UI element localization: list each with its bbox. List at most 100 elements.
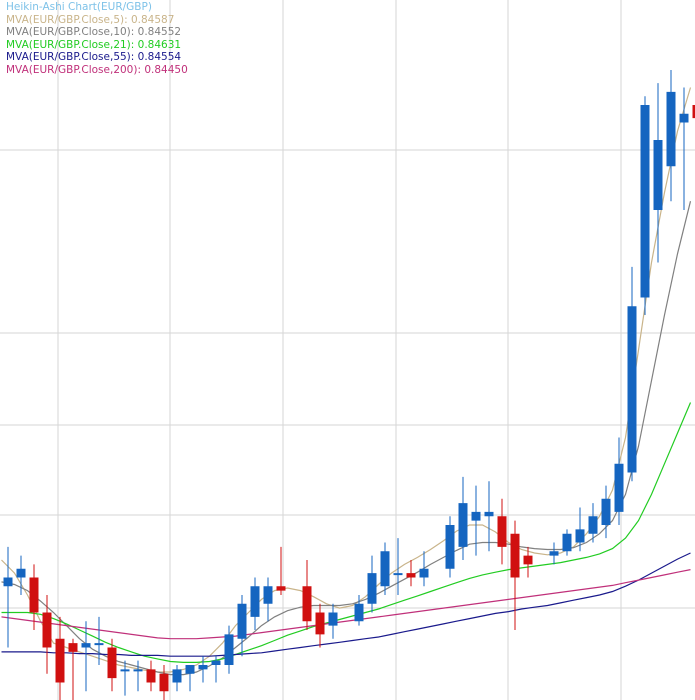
candle-42 bbox=[549, 542, 559, 565]
candle-body-bullish bbox=[627, 306, 637, 473]
candle-5 bbox=[68, 638, 78, 700]
candle-32 bbox=[419, 551, 429, 587]
candle-20 bbox=[263, 577, 273, 622]
candle-4 bbox=[55, 616, 65, 700]
candle-1 bbox=[16, 555, 26, 595]
candle-body-bullish bbox=[445, 525, 455, 569]
candle-45 bbox=[588, 503, 598, 543]
candle-body-bullish bbox=[471, 511, 481, 521]
candle-body-bullish bbox=[3, 577, 13, 587]
candle-30 bbox=[393, 538, 403, 595]
legend-mva-55: MVA(EUR/GBP.Close,55): 0.84554 bbox=[6, 51, 182, 63]
candle-body-bullish bbox=[549, 551, 559, 556]
candle-body-bullish bbox=[419, 568, 429, 578]
mva-line-5 bbox=[1, 87, 692, 673]
candle-body-bullish bbox=[198, 665, 208, 670]
candle-body-bullish bbox=[614, 463, 624, 512]
candle-body-bearish bbox=[276, 586, 286, 591]
candle-body-bullish bbox=[328, 612, 338, 626]
candle-2 bbox=[29, 564, 39, 630]
candle-34 bbox=[445, 516, 455, 578]
candle-body-bearish bbox=[55, 638, 65, 683]
candle-body-bullish bbox=[653, 140, 663, 210]
candle-15 bbox=[198, 656, 208, 683]
candle-body-bullish bbox=[679, 113, 689, 123]
candle-body-bearish bbox=[146, 669, 156, 683]
candle-50 bbox=[653, 83, 663, 263]
candle-25 bbox=[328, 603, 338, 639]
candle-body-bullish bbox=[601, 498, 611, 525]
candle-35 bbox=[458, 476, 468, 560]
candle-body-bullish bbox=[263, 586, 273, 604]
candle-body-bullish bbox=[94, 643, 104, 646]
mva-line-10 bbox=[1, 201, 692, 676]
candle-body-bullish bbox=[666, 91, 676, 167]
candle-body-bullish bbox=[588, 516, 598, 534]
candle-body-bullish bbox=[133, 669, 143, 672]
candle-46 bbox=[601, 485, 611, 539]
candle-0 bbox=[3, 546, 13, 648]
candle-6 bbox=[81, 621, 91, 692]
candle-38 bbox=[497, 498, 507, 565]
candle-39 bbox=[510, 520, 520, 630]
candle-body-bullish bbox=[120, 669, 130, 672]
candle-48 bbox=[627, 266, 637, 482]
candle-body-bearish bbox=[523, 555, 533, 565]
candle-body-bullish bbox=[367, 573, 377, 604]
candles bbox=[3, 70, 695, 700]
candle-16 bbox=[211, 656, 221, 683]
candle-body-bullish bbox=[81, 643, 91, 648]
candle-44 bbox=[575, 507, 585, 552]
candle-27 bbox=[354, 595, 364, 626]
candle-8 bbox=[107, 638, 117, 692]
candle-body-bearish bbox=[510, 533, 520, 578]
candle-10 bbox=[133, 660, 143, 692]
candle-body-bullish bbox=[16, 568, 26, 578]
candle-body-bullish bbox=[484, 511, 494, 517]
candle-14 bbox=[185, 665, 195, 692]
candle-23 bbox=[302, 560, 312, 630]
candle-body-bearish bbox=[42, 612, 52, 648]
candle-51 bbox=[666, 70, 676, 202]
candle-29 bbox=[380, 542, 390, 595]
candle-11 bbox=[146, 660, 156, 692]
candle-body-bearish bbox=[302, 586, 312, 622]
candle-body-bearish bbox=[107, 647, 117, 679]
candle-body-bullish bbox=[393, 573, 403, 576]
candle-body-bullish bbox=[380, 551, 390, 587]
legend-mva-5: MVA(EUR/GBP.Close,5): 0.84587 bbox=[6, 13, 175, 26]
candle-body-bullish bbox=[575, 529, 585, 543]
candle-body-bearish bbox=[315, 612, 325, 635]
mva-line-21 bbox=[1, 402, 692, 664]
candle-body-bullish bbox=[172, 669, 182, 683]
candle-body-bullish bbox=[640, 105, 650, 298]
candle-19 bbox=[250, 577, 260, 630]
candle-body-bullish bbox=[458, 503, 468, 547]
moving-average-lines bbox=[1, 87, 692, 676]
candle-28 bbox=[367, 555, 377, 613]
candle-52 bbox=[679, 87, 689, 210]
candle-37 bbox=[484, 481, 494, 552]
legend-mva-21: MVA(EUR/GBP.Close,21): 0.84631 bbox=[6, 38, 182, 51]
candle-9 bbox=[120, 660, 130, 696]
candle-47 bbox=[614, 437, 624, 525]
candle-body-bullish bbox=[562, 533, 572, 552]
candle-12 bbox=[159, 665, 169, 700]
legend-mva-200: MVA(EUR/GBP.Close,200): 0.84450 bbox=[6, 63, 188, 76]
mva-line-200 bbox=[1, 569, 691, 640]
candle-53 bbox=[692, 105, 695, 119]
candle-40 bbox=[523, 546, 533, 578]
chart-legend: Heikin-Ashi Chart(EUR/GBP) MVA(EUR/GBP.C… bbox=[6, 1, 188, 76]
candle-body-bullish bbox=[250, 586, 260, 617]
candle-18 bbox=[237, 595, 247, 657]
chart-title: Heikin-Ashi Chart(EUR/GBP) bbox=[6, 1, 152, 13]
candle-13 bbox=[172, 665, 182, 692]
candle-43 bbox=[562, 529, 572, 556]
legend-mva-10: MVA(EUR/GBP.Close,10): 0.84552 bbox=[6, 26, 182, 38]
candle-body-bullish bbox=[237, 603, 247, 639]
candle-21 bbox=[276, 546, 286, 595]
candle-7 bbox=[94, 616, 104, 665]
candle-31 bbox=[406, 560, 416, 587]
